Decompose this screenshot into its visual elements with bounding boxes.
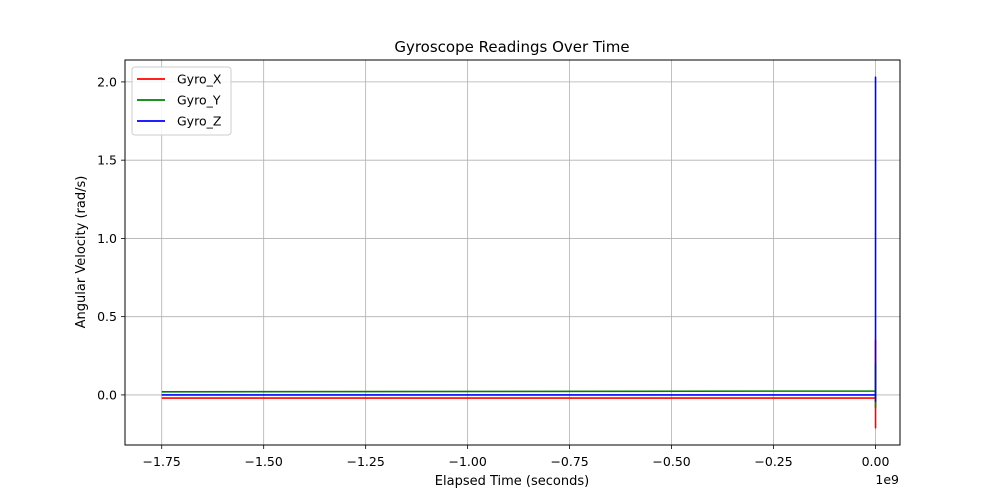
x-tick-label: −1.75	[143, 454, 181, 469]
plot-area-frame	[124, 59, 901, 446]
legend: Gyro_X Gyro_Y Gyro_Z	[131, 66, 232, 136]
y-tick-label: 1.0	[97, 231, 117, 246]
y-tick-label: 0.5	[97, 309, 117, 324]
x-axis-label: Elapsed Time (seconds)	[435, 474, 589, 489]
legend-label: Gyro_X	[177, 72, 222, 87]
series-lines	[161, 76, 877, 429]
x-tick-label: −1.00	[448, 454, 486, 469]
y-tick-label: 0.0	[97, 387, 117, 402]
axis-ticks: −1.75 −1.50 −1.25 −1.00 −0.75 −0.50 −0.25 0.00 0…	[97, 74, 889, 469]
x-axis-scale-label: 1e9	[875, 472, 899, 487]
x-tick-label: −0.25	[754, 454, 792, 469]
x-tick-label: −0.75	[550, 454, 588, 469]
series-line-gyro-z	[161, 76, 877, 402]
legend-box	[131, 66, 232, 136]
legend-label: Gyro_Y	[177, 93, 221, 108]
x-tick-label: −1.25	[347, 454, 385, 469]
chart-title: Gyroscope Readings Over Time	[394, 38, 629, 56]
x-tick-label: −0.50	[652, 454, 690, 469]
y-tick-label: 2.0	[97, 74, 117, 89]
x-tick-label: 0.00	[862, 454, 890, 469]
y-axis-label: Angular Velocity (rad/s)	[74, 176, 89, 329]
x-tick-label: −1.50	[245, 454, 283, 469]
y-tick-label: 1.5	[97, 153, 117, 168]
legend-label: Gyro_Z	[177, 114, 221, 129]
